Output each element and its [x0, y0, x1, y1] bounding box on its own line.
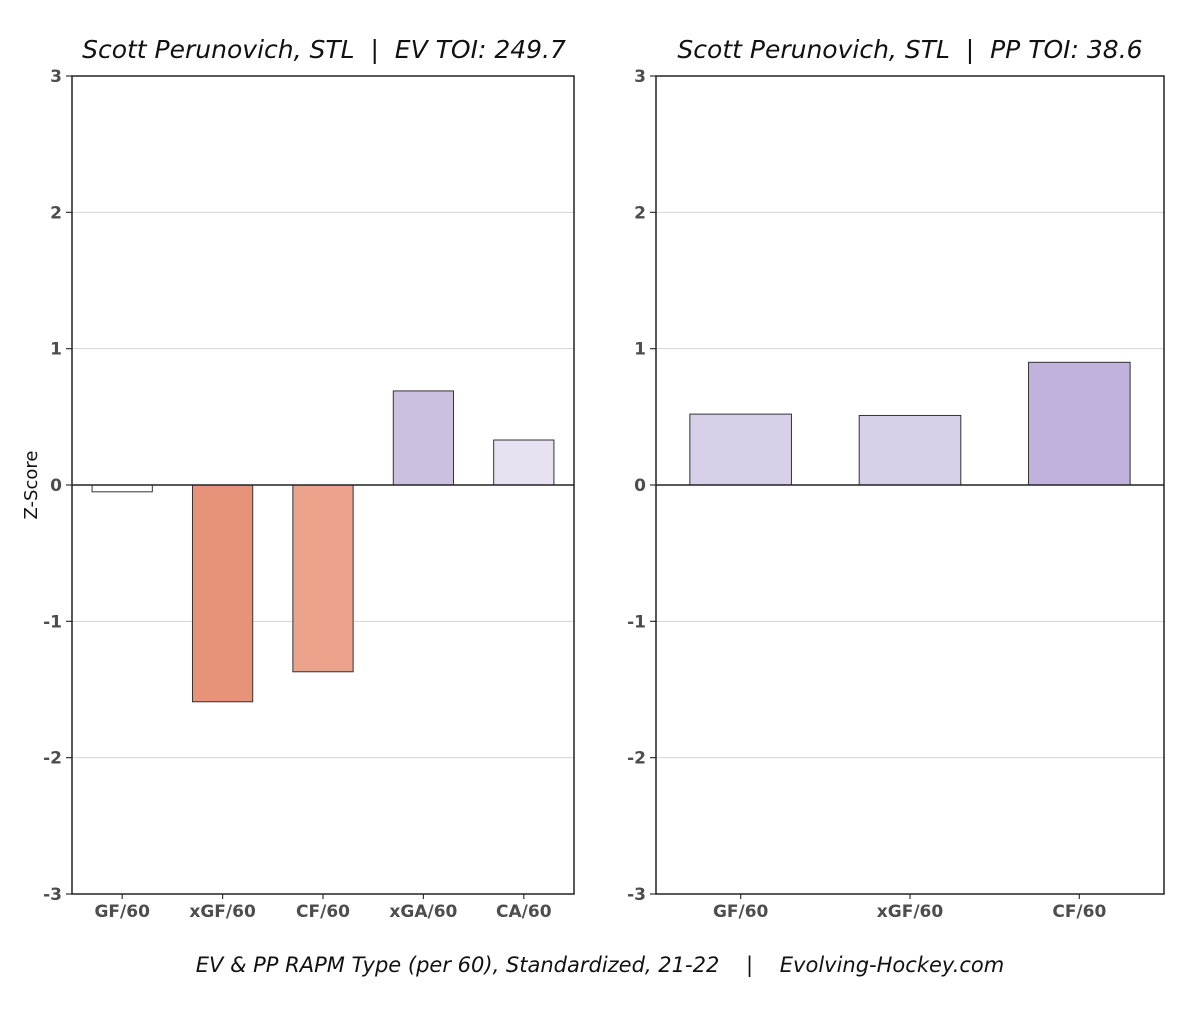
pp-rapm-panel: Scott Perunovich, STL | PP TOI: 38.6 -3 -…	[627, 35, 1165, 922]
x-tick-label: GF/60	[713, 902, 769, 922]
y-tick-label: 0	[634, 476, 646, 496]
ev-rapm-panel: Scott Perunovich, STL | EV TOI: 249.7 Z-…	[21, 35, 575, 922]
y-tick-label: 2	[634, 203, 646, 223]
y-tick-label: -2	[627, 749, 646, 769]
plot-frame	[71, 75, 575, 895]
ev-bar-xgf-60	[191, 484, 254, 703]
y-tick-label: 2	[50, 203, 62, 223]
y-tick-label: 3	[50, 67, 62, 87]
y-tick-label: -3	[627, 885, 646, 905]
pp-bar-xgf-60	[858, 414, 962, 486]
y-tick-label: -1	[627, 612, 646, 632]
chart-caption: EV & PP RAPM Type (per 60), Standardized…	[196, 953, 1004, 978]
x-tick-label: CA/60	[496, 902, 552, 922]
x-tick-label: CF/60	[296, 902, 350, 922]
ev-bar-gf-60	[91, 484, 153, 493]
pp-chart-title: Scott Perunovich, STL | PP TOI: 38.6	[677, 35, 1142, 64]
y-tick-label: 1	[50, 340, 62, 360]
x-tick-label: xGF/60	[189, 902, 256, 922]
ev-chart-title: Scott Perunovich, STL | EV TOI: 249.7	[82, 35, 566, 64]
ev-bar-ca-60	[493, 439, 555, 486]
pp-bar-gf-60	[689, 413, 792, 486]
x-tick-label: xGF/60	[877, 902, 944, 922]
ev-bar-xga-60	[392, 390, 455, 486]
x-tick-label: xGA/60	[389, 902, 457, 922]
y-tick-label: -2	[43, 749, 62, 769]
x-tick-label: GF/60	[94, 902, 150, 922]
y-tick-label: -1	[43, 612, 62, 632]
y-axis-label: Z-Score	[21, 451, 42, 520]
pp-bar-cf-60	[1028, 361, 1131, 486]
x-tick-label: CF/60	[1052, 902, 1106, 922]
y-tick-label: 3	[634, 67, 646, 87]
y-tick-label: -3	[43, 885, 62, 905]
ev-bar-cf-60	[292, 484, 354, 673]
plot-frame	[655, 75, 1165, 895]
y-tick-label: 1	[634, 340, 646, 360]
y-tick-label: 0	[50, 476, 62, 496]
